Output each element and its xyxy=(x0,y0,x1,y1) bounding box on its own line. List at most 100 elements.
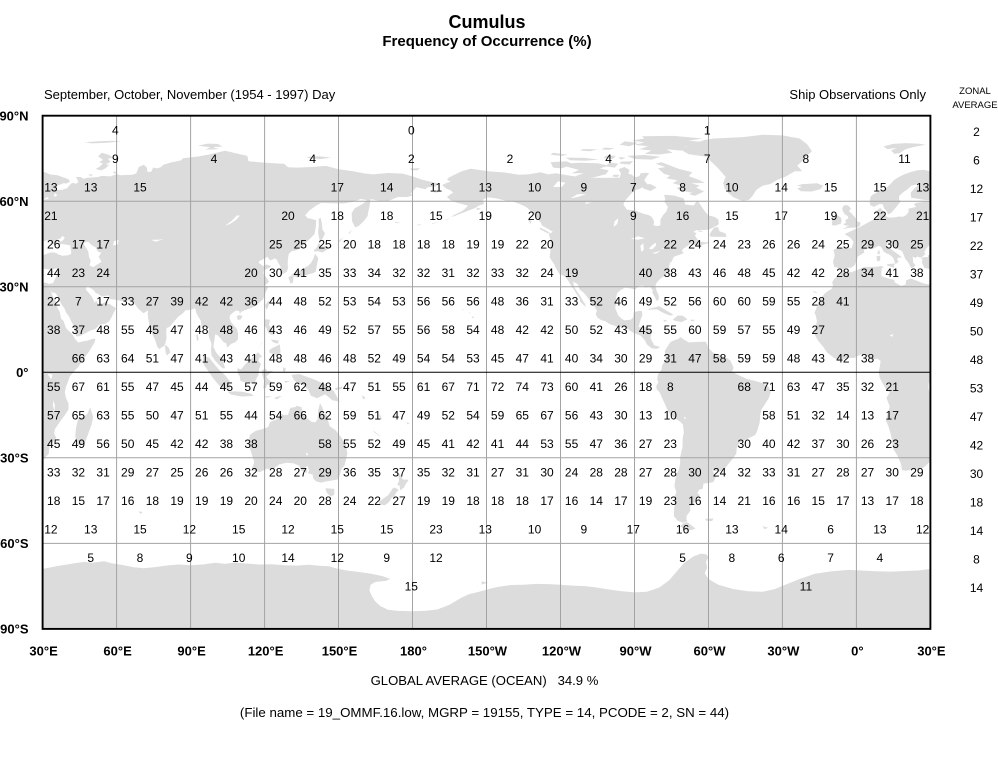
svg-text:53: 53 xyxy=(466,352,480,366)
svg-text:30°E: 30°E xyxy=(917,643,946,658)
svg-text:19: 19 xyxy=(417,494,431,508)
svg-text:19: 19 xyxy=(824,209,838,223)
svg-text:7: 7 xyxy=(827,551,834,565)
svg-text:37: 37 xyxy=(812,437,826,451)
svg-text:31: 31 xyxy=(516,466,530,480)
svg-text:8: 8 xyxy=(137,551,144,565)
svg-text:15: 15 xyxy=(812,494,826,508)
svg-text:34: 34 xyxy=(368,266,382,280)
svg-text:28: 28 xyxy=(614,466,628,480)
svg-text:42: 42 xyxy=(812,266,826,280)
svg-text:51: 51 xyxy=(368,409,382,423)
svg-text:30: 30 xyxy=(886,238,900,252)
svg-text:20: 20 xyxy=(343,238,357,252)
svg-text:16: 16 xyxy=(787,494,801,508)
svg-text:38: 38 xyxy=(861,352,875,366)
svg-text:52: 52 xyxy=(590,323,604,337)
svg-text:8: 8 xyxy=(667,380,674,394)
svg-text:14: 14 xyxy=(590,494,604,508)
svg-text:44: 44 xyxy=(195,380,209,394)
svg-text:73: 73 xyxy=(540,380,554,394)
svg-text:17: 17 xyxy=(96,238,110,252)
svg-text:25: 25 xyxy=(836,238,850,252)
svg-text:43: 43 xyxy=(220,352,234,366)
svg-text:11: 11 xyxy=(898,152,911,166)
svg-text:32: 32 xyxy=(466,266,480,280)
svg-text:20: 20 xyxy=(540,238,554,252)
svg-text:53: 53 xyxy=(343,295,357,309)
svg-text:16: 16 xyxy=(676,523,690,537)
svg-text:48: 48 xyxy=(970,353,984,367)
svg-text:24: 24 xyxy=(96,266,110,280)
svg-text:32: 32 xyxy=(417,266,431,280)
svg-text:37: 37 xyxy=(72,323,86,337)
svg-text:48: 48 xyxy=(195,323,209,337)
svg-text:13: 13 xyxy=(861,409,875,423)
svg-text:20: 20 xyxy=(244,494,258,508)
svg-text:41: 41 xyxy=(590,380,604,394)
svg-text:6: 6 xyxy=(973,153,980,167)
svg-text:25: 25 xyxy=(269,238,283,252)
svg-text:150°E: 150°E xyxy=(322,643,358,658)
svg-text:48: 48 xyxy=(491,295,505,309)
svg-text:41: 41 xyxy=(294,266,308,280)
svg-text:17: 17 xyxy=(886,494,900,508)
svg-text:31: 31 xyxy=(664,352,678,366)
svg-text:9: 9 xyxy=(630,209,637,223)
svg-text:30°E: 30°E xyxy=(29,643,58,658)
svg-text:30: 30 xyxy=(614,409,628,423)
svg-text:56: 56 xyxy=(466,295,480,309)
svg-text:27: 27 xyxy=(491,466,505,480)
svg-text:22: 22 xyxy=(47,295,61,309)
svg-text:15: 15 xyxy=(725,209,739,223)
svg-text:32: 32 xyxy=(442,466,456,480)
svg-text:33: 33 xyxy=(343,266,357,280)
svg-text:30: 30 xyxy=(970,467,984,481)
svg-text:21: 21 xyxy=(916,209,930,223)
svg-text:0°: 0° xyxy=(851,643,863,658)
svg-text:12: 12 xyxy=(331,551,345,565)
svg-text:41: 41 xyxy=(540,352,554,366)
svg-text:24: 24 xyxy=(812,238,826,252)
svg-text:5: 5 xyxy=(87,551,94,565)
svg-text:9: 9 xyxy=(581,523,588,537)
svg-text:18: 18 xyxy=(910,494,924,508)
svg-text:47: 47 xyxy=(516,352,530,366)
svg-text:27: 27 xyxy=(812,323,826,337)
svg-text:57: 57 xyxy=(244,380,258,394)
svg-text:32: 32 xyxy=(72,466,86,480)
svg-text:23: 23 xyxy=(886,437,900,451)
svg-text:27: 27 xyxy=(392,494,406,508)
svg-text:24: 24 xyxy=(540,266,554,280)
svg-text:32: 32 xyxy=(812,409,826,423)
svg-text:13: 13 xyxy=(916,181,930,195)
svg-text:34: 34 xyxy=(590,352,604,366)
svg-text:18: 18 xyxy=(516,494,530,508)
svg-text:54: 54 xyxy=(442,352,456,366)
svg-text:46: 46 xyxy=(614,295,628,309)
svg-text:52: 52 xyxy=(318,295,332,309)
svg-text:35: 35 xyxy=(318,266,332,280)
svg-text:53: 53 xyxy=(540,437,554,451)
svg-text:90°E: 90°E xyxy=(177,643,206,658)
svg-text:26: 26 xyxy=(614,380,628,394)
svg-text:15: 15 xyxy=(133,523,147,537)
svg-text:13: 13 xyxy=(84,523,98,537)
svg-text:120°W: 120°W xyxy=(542,643,582,658)
svg-text:7: 7 xyxy=(630,181,637,195)
svg-text:0: 0 xyxy=(408,124,415,138)
svg-text:63: 63 xyxy=(96,352,110,366)
svg-text:10: 10 xyxy=(528,181,542,195)
svg-text:4: 4 xyxy=(211,152,218,166)
svg-text:15: 15 xyxy=(429,209,443,223)
svg-text:15: 15 xyxy=(232,523,246,537)
svg-text:47: 47 xyxy=(146,380,160,394)
svg-text:41: 41 xyxy=(886,266,900,280)
svg-text:61: 61 xyxy=(96,380,110,394)
svg-text:30°N: 30°N xyxy=(0,279,29,294)
svg-text:52: 52 xyxy=(368,437,382,451)
svg-text:15: 15 xyxy=(405,580,419,594)
svg-text:41: 41 xyxy=(195,352,209,366)
svg-text:15: 15 xyxy=(873,181,887,195)
svg-text:10: 10 xyxy=(664,409,678,423)
